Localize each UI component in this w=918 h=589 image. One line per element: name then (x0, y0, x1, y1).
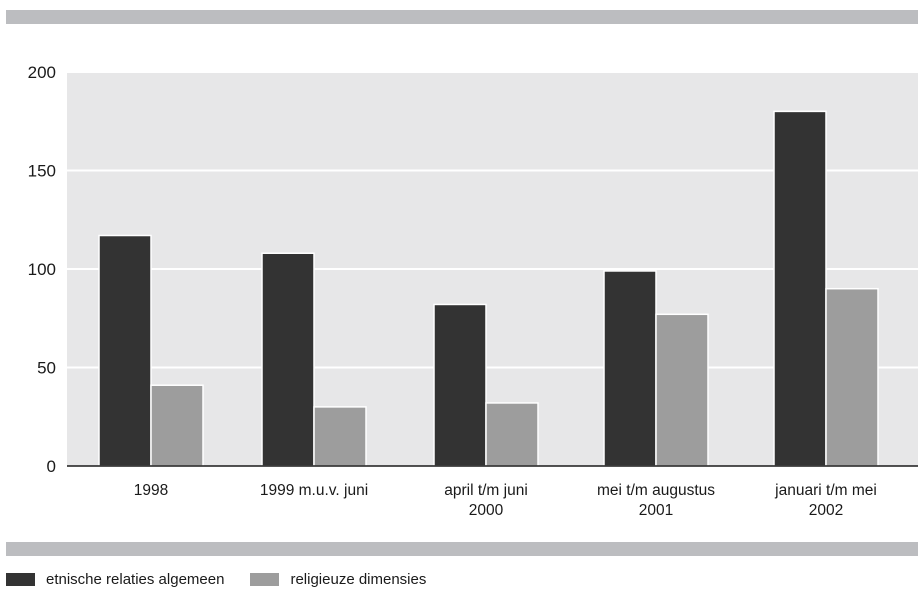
bottom-band (6, 542, 918, 556)
bars (98, 110, 879, 467)
bar-religieuze-0 (150, 384, 204, 467)
bar-religieuze-3 (655, 313, 709, 467)
x-tick-labels: 1998 1999 m.u.v. juni april t/m juni 2000 me… (134, 482, 877, 519)
bar-chart: 0 50 100 150 200 1998 1999 m.u.v. juni april t… (28, 63, 918, 519)
legend-item-etnische: etnische relaties algemeen (6, 571, 224, 588)
bar-etnische-2 (433, 303, 487, 467)
legend: etnische relaties algemeen religieuze di… (6, 569, 452, 589)
x-tick-label: 1998 (134, 482, 168, 499)
top-band (6, 10, 918, 24)
y-tick-labels: 0 50 100 150 200 (28, 63, 56, 476)
y-tick-label: 0 (47, 457, 56, 476)
x-tick-label: april t/m juni 2000 (444, 482, 528, 519)
y-tick-label: 100 (28, 260, 56, 279)
bar-religieuze-1 (313, 406, 367, 467)
bar-etnische-3 (603, 270, 657, 467)
legend-label-etnische: etnische relaties algemeen (46, 570, 225, 588)
legend-swatch-etnische (6, 572, 35, 586)
bar-etnische-4 (773, 110, 827, 467)
y-tick-label: 200 (28, 63, 56, 82)
bar-religieuze-4 (825, 287, 879, 467)
bar-etnische-0 (98, 234, 152, 467)
legend-item-religieuze: religieuze dimensies (250, 571, 426, 588)
bar-religieuze-2 (485, 402, 539, 467)
y-tick-label: 50 (37, 359, 56, 378)
x-tick-label: 1999 m.u.v. juni (260, 482, 368, 499)
bar-etnische-1 (261, 252, 315, 467)
legend-swatch-religieuze (250, 572, 280, 586)
x-tick-label: mei t/m augustus 2001 (597, 482, 715, 519)
x-tick-label: januari t/m mei 2002 (774, 482, 877, 519)
legend-label-religieuze: religieuze dimensies (290, 570, 427, 588)
y-tick-label: 150 (28, 162, 56, 181)
